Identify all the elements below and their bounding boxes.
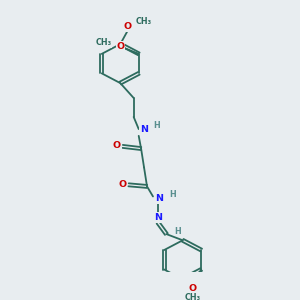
Text: N: N [140, 125, 148, 134]
Text: O: O [112, 141, 121, 150]
Text: O: O [116, 42, 124, 51]
Text: CH₃: CH₃ [96, 38, 112, 47]
Text: H: H [153, 121, 160, 130]
Text: O: O [118, 180, 127, 189]
Text: N: N [155, 194, 164, 203]
Text: H: H [169, 190, 176, 199]
Text: CH₃: CH₃ [136, 17, 152, 26]
Text: O: O [188, 284, 196, 293]
Text: CH₃: CH₃ [184, 293, 200, 300]
Text: N: N [154, 213, 162, 222]
Text: H: H [174, 227, 181, 236]
Text: O: O [124, 22, 132, 31]
